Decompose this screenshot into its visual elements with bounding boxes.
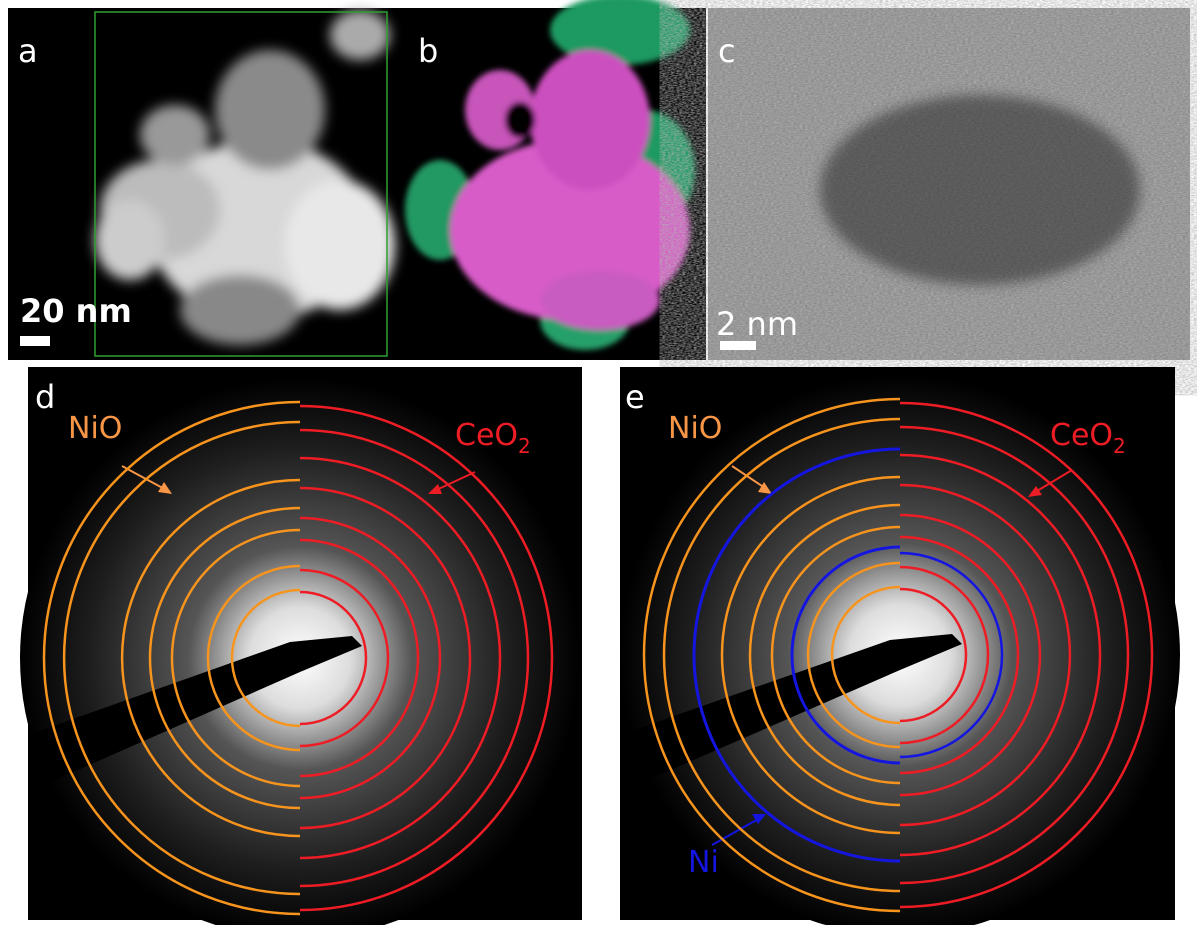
panel-a: a 20 nm — [8, 8, 408, 360]
panel-c: c 2 nm — [708, 8, 1190, 360]
panel-b: b — [405, 0, 706, 360]
panel-label: c — [718, 32, 736, 70]
panel-e: e NiO CeO2 Ni — [620, 367, 1180, 925]
figure: a 20 nm b c 2 nm d NiO C — [0, 0, 1197, 925]
panel-d: d NiO CeO2 — [20, 367, 582, 925]
scale-bar-label: 2 nm — [716, 305, 798, 343]
nio-label: NiO — [668, 411, 722, 446]
panel-label: b — [418, 32, 438, 70]
nio-label: NiO — [68, 411, 122, 446]
panel-label: d — [35, 378, 55, 416]
panel-label: a — [18, 32, 38, 70]
panel-label: e — [625, 378, 645, 416]
scale-bar-label: 20 nm — [20, 292, 132, 330]
ni-label: Ni — [688, 845, 719, 880]
